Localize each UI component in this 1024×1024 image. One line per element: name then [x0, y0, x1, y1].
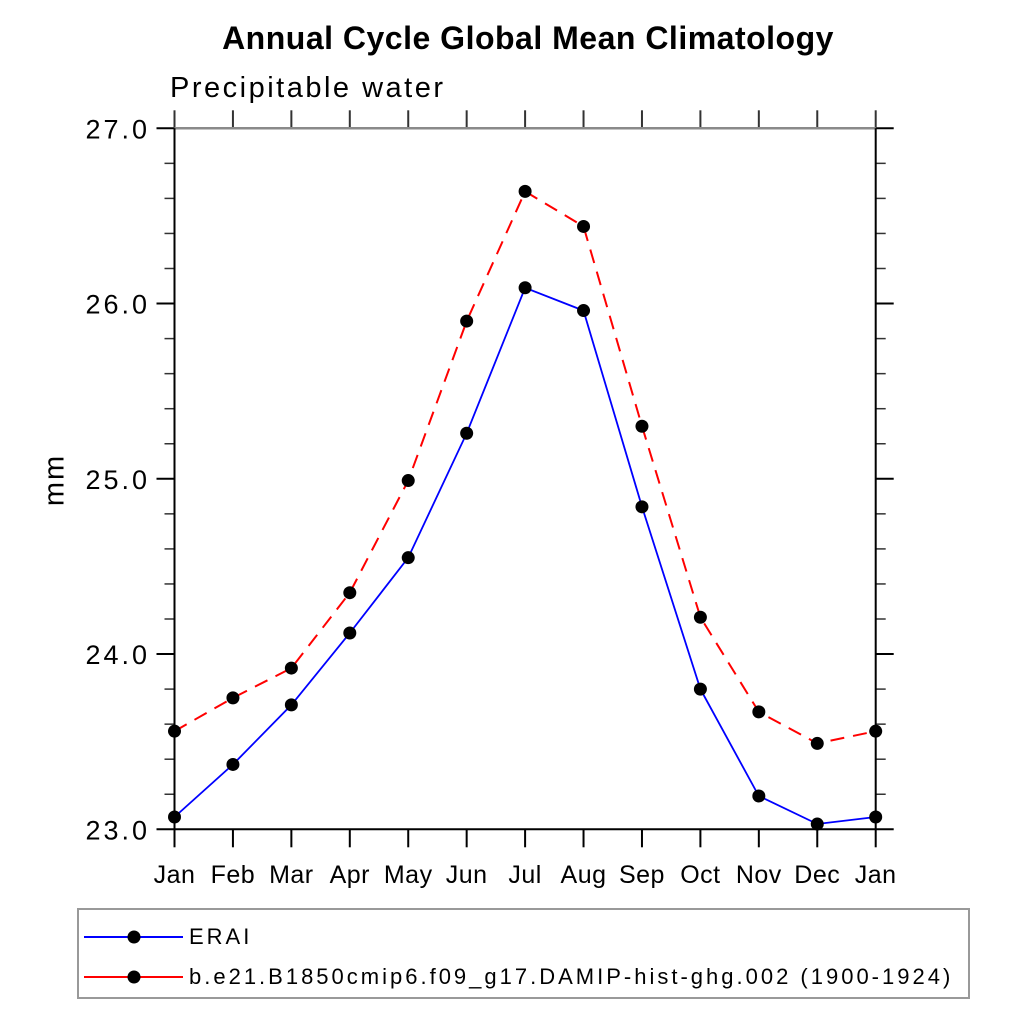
- y-tick-label: 23.0: [85, 815, 150, 845]
- erai-line: [173, 286, 876, 825]
- x-tick-label: Jan: [154, 861, 196, 889]
- model-data-point: [401, 474, 415, 488]
- model-data-point: [635, 419, 649, 433]
- legend-box: ERAI b.e21.B1850cmip6.f09_g17.DAMIP-hist…: [77, 908, 970, 999]
- erai-data-point: [460, 426, 474, 440]
- chart-title: Annual Cycle Global Mean Climatology: [222, 20, 834, 56]
- erai-data-point: [752, 789, 766, 803]
- erai-marker-sample: [127, 930, 141, 944]
- erai-data-point: [226, 757, 240, 771]
- y-tick-label: 24.0: [85, 640, 150, 670]
- erai-data-point: [577, 304, 591, 318]
- y-tick-label: 26.0: [85, 290, 150, 320]
- erai-data-point: [284, 698, 298, 712]
- erai-legend-swatch: [84, 930, 183, 944]
- model-data-point: [869, 724, 883, 738]
- x-tick-label: Mar: [269, 861, 314, 889]
- erai-data-point: [810, 817, 824, 831]
- erai-data-point: [401, 551, 415, 565]
- model-line: [174, 189, 876, 745]
- chart-subtitle: Precipitable water: [170, 72, 446, 104]
- y-tick-label: 25.0: [85, 465, 150, 495]
- model-data-point: [226, 691, 240, 705]
- model-marker-sample: [127, 970, 141, 984]
- model-data-point: [168, 724, 181, 738]
- x-tick-label: May: [384, 861, 433, 889]
- x-tick-label: Dec: [794, 861, 840, 889]
- model-legend-swatch: [84, 970, 183, 984]
- x-tick-label: Jul: [508, 861, 541, 889]
- erai-data-point: [168, 810, 181, 824]
- model-data-point: [284, 661, 298, 675]
- x-tick-label: Sep: [619, 861, 665, 889]
- model-data-point: [460, 314, 474, 328]
- erai-data-point: [635, 500, 649, 514]
- legend-label-erai: ERAI: [189, 924, 253, 949]
- model-data-point: [752, 705, 766, 719]
- legend-row-model: b.e21.B1850cmip6.f09_g17.DAMIP-hist-ghg.…: [82, 957, 968, 997]
- x-tick-label: Oct: [680, 861, 720, 889]
- x-tick-label: Jun: [446, 861, 488, 889]
- erai-data-point: [518, 281, 532, 295]
- x-tick-label: Feb: [211, 861, 256, 889]
- x-tick-label: Jan: [855, 861, 897, 889]
- erai-data-point: [693, 682, 707, 696]
- x-tick-label: Aug: [561, 861, 607, 889]
- legend-label-model: b.e21.B1850cmip6.f09_g17.DAMIP-hist-ghg.…: [189, 964, 954, 989]
- x-tick-label: Nov: [736, 861, 782, 889]
- erai-data-point: [343, 626, 357, 640]
- y-tick-label: 27.0: [85, 114, 150, 144]
- x-tick-label: Apr: [330, 861, 370, 889]
- model-data-point: [693, 610, 707, 624]
- model-data-point: [810, 736, 824, 750]
- model-data-point: [577, 219, 591, 233]
- model-data-point: [343, 586, 357, 600]
- model-data-point: [518, 184, 532, 198]
- erai-data-point: [869, 810, 883, 824]
- legend-row-erai: ERAI: [82, 917, 968, 957]
